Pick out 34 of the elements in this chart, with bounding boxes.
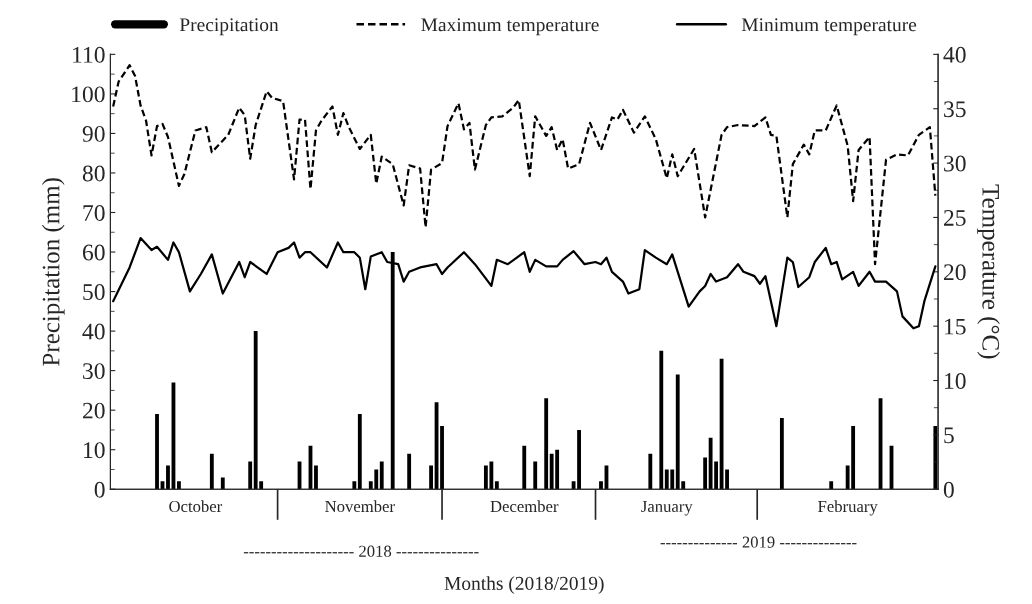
y2-tick-label: 15: [945, 318, 966, 335]
y-tick-label: 10: [84, 442, 105, 459]
x-tick-label: November: [325, 500, 395, 513]
y-tick-label: 60: [82, 244, 105, 261]
y-tick-label: 90: [82, 125, 105, 142]
x-axis-title: Months (2018/2019): [444, 576, 604, 594]
x-tick-label: February: [818, 500, 878, 516]
y2-tick-label: 5: [944, 427, 954, 444]
x-tick-label: December: [490, 500, 559, 513]
y2-tick-label: 25: [943, 210, 966, 226]
x-tick-label: October: [169, 500, 223, 513]
y-tick-label: 110: [73, 46, 105, 63]
y-tick-label: 80: [82, 165, 105, 182]
legend-label: Minimum temperature: [741, 18, 917, 36]
x-tick-label: January: [641, 500, 693, 516]
legend-label: Maximum temperature: [421, 18, 599, 36]
y-tick-label: 70: [83, 204, 105, 221]
legend-label: Precipitation: [179, 18, 279, 36]
y-tick-label: 0: [94, 481, 105, 498]
y2-axis-title: Temperature (°C): [977, 184, 1000, 359]
y2-tick-label: 10: [945, 373, 966, 389]
y2-tick-label: 20: [943, 264, 966, 281]
y2-tick-label: 30: [944, 155, 966, 172]
y2-tick-label: 40: [943, 46, 966, 63]
y-axis-title: Precipitation (mm): [41, 178, 65, 366]
y2-tick-label: 35: [944, 101, 966, 118]
text: -------------- 2019 --------------: [660, 536, 857, 548]
text: -------------------- 2018 ---------------: [243, 545, 479, 557]
y-tick-label: 50: [83, 284, 105, 300]
y-tick-label: 40: [82, 323, 105, 340]
y-tick-label: 100: [72, 86, 105, 103]
y-tick-label: 20: [82, 402, 105, 419]
y-tick-label: 30: [83, 363, 105, 380]
y2-tick-label: 0: [943, 481, 954, 498]
